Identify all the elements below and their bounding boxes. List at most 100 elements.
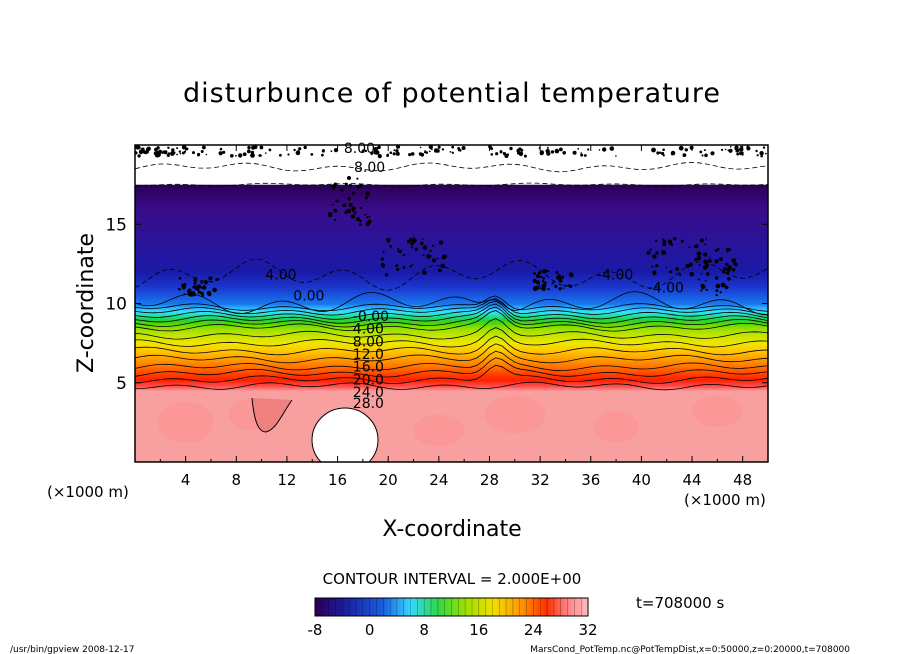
speckle	[365, 191, 371, 196]
speckle	[215, 277, 219, 281]
band	[135, 387, 768, 390]
speckle	[534, 285, 540, 291]
contour-line	[135, 318, 768, 340]
speckle	[351, 191, 355, 195]
band	[135, 330, 768, 333]
speckle	[197, 290, 201, 294]
band	[135, 246, 768, 249]
speckle	[547, 288, 550, 291]
band	[135, 382, 768, 385]
speckle	[541, 280, 545, 283]
band	[135, 264, 768, 266]
speckle	[729, 146, 732, 148]
contour-line	[135, 303, 768, 324]
band	[135, 351, 768, 353]
band	[135, 396, 768, 399]
band	[135, 248, 768, 251]
speckle	[366, 216, 369, 219]
speckle	[437, 268, 442, 273]
speckle	[727, 251, 729, 253]
speckle	[541, 286, 546, 291]
speckle	[192, 291, 195, 294]
band	[135, 286, 768, 289]
speckle	[344, 182, 348, 186]
band	[135, 445, 768, 448]
band	[135, 293, 768, 295]
band	[135, 356, 768, 358]
speckle	[536, 280, 540, 285]
speckle	[544, 281, 547, 285]
band	[135, 185, 768, 188]
speckle	[235, 154, 237, 157]
band	[135, 290, 768, 293]
speckle	[419, 241, 424, 246]
speckle	[675, 267, 679, 271]
footer-left: /usr/bin/gpview 2008-12-17	[10, 645, 134, 654]
speckle	[702, 265, 708, 270]
speckle	[516, 148, 520, 153]
speckle	[503, 152, 507, 156]
speckle	[356, 184, 361, 189]
speckle	[652, 270, 657, 275]
band	[135, 274, 768, 277]
band	[135, 251, 768, 254]
speckle	[370, 151, 374, 155]
speckle	[431, 244, 435, 247]
speckle	[359, 206, 363, 210]
speckle	[202, 145, 206, 150]
x-tick-label: 8	[232, 471, 242, 489]
speckle	[550, 150, 555, 154]
band	[135, 204, 768, 207]
x-tick-label: 40	[632, 471, 651, 489]
speckle	[490, 153, 494, 156]
band	[135, 402, 768, 405]
speckle	[411, 263, 414, 266]
band	[135, 285, 768, 288]
speckle	[451, 151, 454, 154]
speckle	[200, 150, 204, 153]
speckle	[203, 280, 208, 285]
band	[135, 338, 768, 341]
band	[135, 281, 768, 284]
band	[135, 300, 768, 303]
speckle	[208, 276, 213, 281]
band	[135, 354, 768, 357]
band	[135, 256, 768, 259]
speckle	[546, 146, 549, 149]
contour-line	[135, 306, 768, 328]
speckle	[201, 286, 203, 289]
speckle	[137, 154, 141, 158]
speckle	[178, 287, 181, 291]
speckle	[535, 273, 541, 279]
band	[135, 295, 768, 298]
band	[135, 209, 768, 212]
speckle	[722, 270, 726, 274]
speckle	[422, 270, 427, 275]
speckle	[458, 149, 460, 152]
speckle	[362, 149, 365, 152]
speckle	[163, 150, 168, 155]
speckle	[734, 262, 738, 267]
contour-line	[135, 295, 768, 312]
band	[135, 455, 768, 458]
speckle	[700, 273, 703, 275]
speckle	[554, 284, 558, 288]
speckle	[577, 147, 580, 150]
band	[135, 190, 768, 193]
band	[135, 324, 768, 327]
speckle	[218, 151, 221, 154]
speckle	[701, 284, 706, 290]
speckle	[374, 150, 380, 155]
speckle	[705, 237, 707, 240]
speckle	[331, 184, 337, 189]
speckle	[392, 152, 396, 156]
speckle	[410, 152, 415, 156]
speckle	[335, 199, 339, 203]
speckle	[649, 248, 652, 251]
band	[135, 412, 768, 415]
speckle	[179, 152, 182, 155]
speckle	[728, 148, 733, 153]
speckle	[602, 147, 607, 152]
band	[135, 184, 768, 187]
speckle	[662, 239, 667, 244]
